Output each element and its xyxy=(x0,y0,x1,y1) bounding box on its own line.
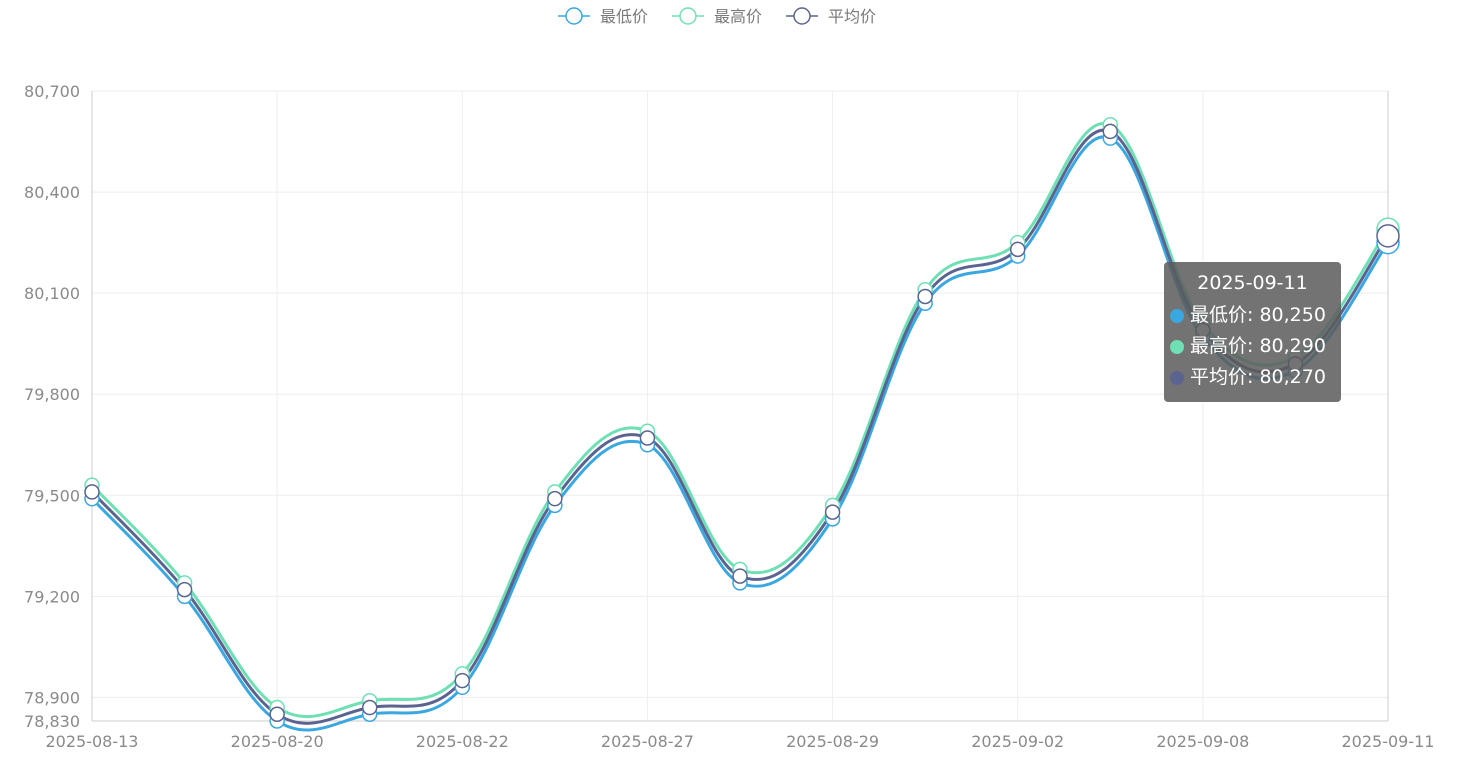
tooltip-dot-max xyxy=(1170,339,1184,354)
axis-layer: 78,830 78,900 79,200 79,500 79,800 80,100 80,4… xyxy=(24,82,1434,751)
tooltip-label-max: 最高价: 80,290 xyxy=(1190,335,1326,357)
legend-item-2[interactable]: 平均价 xyxy=(786,7,876,26)
data-point-avg xyxy=(1009,241,1026,258)
series-line-avg xyxy=(90,128,1390,725)
series-line-min xyxy=(90,135,1390,732)
tooltip-row-min: 最低价: 80,250 xyxy=(1170,300,1335,331)
y-tick-label: 79,800 xyxy=(24,385,80,404)
data-point-avg xyxy=(454,672,471,689)
legend-item-1[interactable]: 最高价 xyxy=(672,7,762,26)
data-point-avg xyxy=(176,581,193,598)
x-tick-label: 2025-08-13 xyxy=(46,732,139,751)
tooltip-dot-avg xyxy=(1170,370,1184,385)
data-point-avg xyxy=(1102,123,1119,140)
tooltip-title: 2025-09-11 xyxy=(1197,272,1308,294)
series-line-max xyxy=(90,121,1390,718)
y-tick-label: 78,830 xyxy=(24,712,80,731)
x-tick-label: 2025-09-02 xyxy=(971,732,1064,751)
legend-item-0[interactable]: 最低价 xyxy=(558,7,648,26)
legend-marker-icon xyxy=(565,7,583,25)
data-point-avg xyxy=(84,484,100,500)
tooltip-label-avg: 平均价: 80,270 xyxy=(1190,366,1326,388)
data-point-avg xyxy=(639,430,656,446)
y-tick-label: 80,700 xyxy=(24,82,80,101)
tooltip-dot-min xyxy=(1170,308,1184,323)
series-layer xyxy=(84,116,1400,732)
data-point-avg xyxy=(1376,224,1400,248)
tooltip-row-avg: 平均价: 80,270 xyxy=(1170,362,1335,393)
tooltip-row-max: 最高价: 80,290 xyxy=(1170,331,1335,362)
legend-label: 最低价 xyxy=(600,7,648,26)
legend-marker-icon xyxy=(679,7,697,25)
data-point-avg xyxy=(917,288,933,305)
x-tick-label: 2025-08-27 xyxy=(601,732,694,751)
y-tick-label: 80,400 xyxy=(24,183,80,202)
x-tick-label: 2025-09-08 xyxy=(1156,732,1249,751)
x-tick-label: 2025-09-11 xyxy=(1342,732,1435,751)
data-point-avg xyxy=(732,568,748,584)
data-point-avg xyxy=(269,706,285,723)
x-tick-label: 2025-08-20 xyxy=(231,732,324,751)
data-point-avg xyxy=(824,504,841,520)
x-tick-label: 2025-08-22 xyxy=(416,732,509,751)
legend[interactable]: 最低价 最高价 平均价 xyxy=(558,7,876,26)
legend-marker-icon xyxy=(793,7,811,25)
tooltip-label-min: 最低价: 80,250 xyxy=(1190,304,1326,326)
grid-layer xyxy=(92,90,1388,721)
legend-label: 平均价 xyxy=(828,7,876,26)
data-point-avg xyxy=(547,490,563,507)
x-tick-label: 2025-08-29 xyxy=(786,732,879,751)
legend-label: 最高价 xyxy=(714,7,762,26)
y-tick-label: 79,500 xyxy=(24,486,80,505)
y-tick-label: 79,200 xyxy=(24,587,80,606)
y-tick-label: 80,100 xyxy=(24,284,80,303)
chart-tooltip: 2025-09-11 最低价: 80,250 最高价: 80,290 平均价: … xyxy=(1164,262,1341,402)
y-tick-label: 78,900 xyxy=(24,688,80,707)
data-point-avg xyxy=(361,699,378,716)
